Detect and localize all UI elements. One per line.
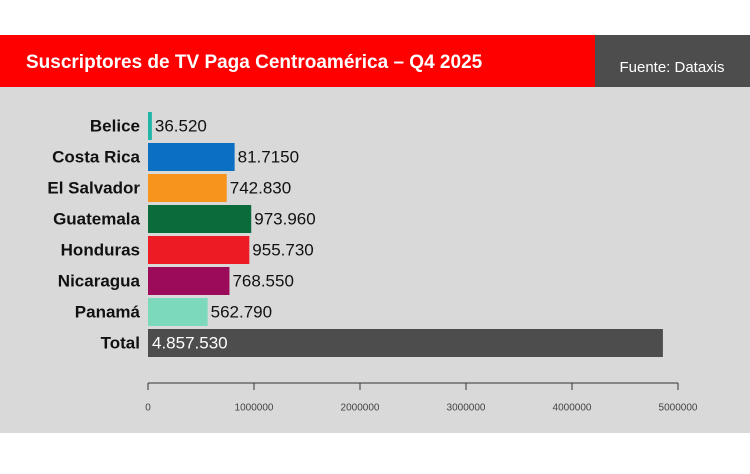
x-tick-label: 0 (145, 403, 151, 414)
value-label: 973.960 (254, 209, 315, 228)
source: Fuente: Dataxis (619, 59, 724, 76)
y-tick-label: Total (101, 333, 140, 352)
value-label: 4.857.530 (152, 333, 228, 352)
x-tick-label: 5000000 (659, 403, 698, 414)
panel (0, 35, 750, 433)
value-label: 955.730 (252, 240, 313, 259)
y-tick-label: Guatemala (53, 209, 140, 228)
x-tick-label: 1000000 (235, 403, 274, 414)
bar (148, 174, 227, 202)
bar (148, 329, 663, 357)
bar (148, 112, 152, 140)
value-label: 768.550 (232, 271, 293, 290)
source-band (595, 35, 750, 87)
value-label: 742.830 (230, 178, 291, 197)
bar (148, 205, 252, 233)
y-tick-label: Belice (90, 116, 140, 135)
x-tick-label: 2000000 (341, 403, 380, 414)
chart-title: Suscriptores de TV Paga Centroamérica – … (26, 52, 483, 73)
x-tick-label: 3000000 (447, 403, 486, 414)
value-label: 81.7150 (238, 147, 299, 166)
bar (148, 143, 235, 171)
y-tick-label: Honduras (61, 240, 140, 259)
value-label: 562.790 (211, 302, 272, 321)
title-band (0, 35, 595, 87)
value-label: 36.520 (155, 116, 207, 135)
bar (148, 267, 230, 295)
y-tick-label: El Salvador (47, 178, 140, 197)
bar (148, 298, 208, 326)
y-tick-label: Panamá (75, 302, 141, 321)
x-tick-label: 4000000 (553, 403, 592, 414)
bar (148, 236, 250, 264)
y-tick-label: Nicaragua (58, 271, 141, 290)
y-tick-label: Costa Rica (52, 147, 140, 166)
